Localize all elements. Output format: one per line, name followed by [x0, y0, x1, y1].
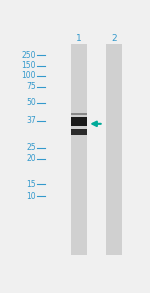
- Bar: [71, 113, 87, 115]
- Text: 50: 50: [26, 98, 36, 107]
- Text: 1: 1: [76, 34, 82, 43]
- Bar: [71, 44, 87, 255]
- Text: 20: 20: [27, 154, 36, 163]
- Text: 2: 2: [111, 34, 117, 43]
- Bar: [71, 129, 87, 135]
- Bar: [71, 117, 87, 126]
- Text: 15: 15: [27, 180, 36, 189]
- Bar: [106, 44, 122, 255]
- Text: 250: 250: [22, 51, 36, 60]
- Text: 150: 150: [22, 61, 36, 70]
- Text: 75: 75: [26, 82, 36, 91]
- Text: 100: 100: [22, 71, 36, 80]
- Text: 10: 10: [27, 192, 36, 201]
- Text: 25: 25: [27, 144, 36, 152]
- Text: 37: 37: [26, 116, 36, 125]
